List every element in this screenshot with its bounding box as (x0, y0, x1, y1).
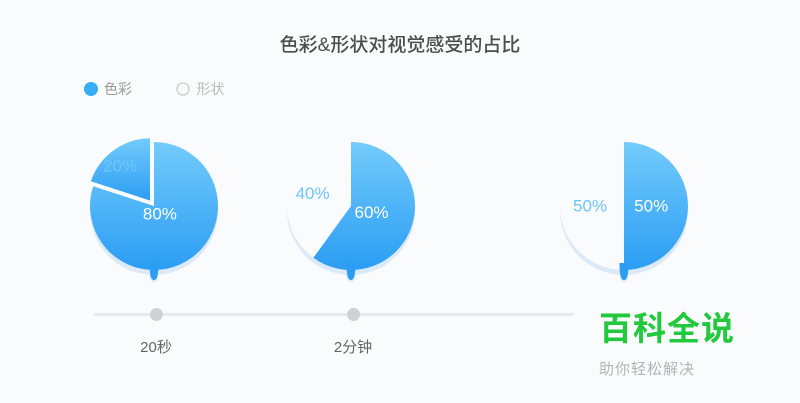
svg-text:20%: 20% (103, 157, 137, 176)
svg-text:40%: 40% (296, 184, 330, 203)
svg-text:50%: 50% (573, 197, 607, 216)
svg-text:80%: 80% (143, 205, 177, 224)
svg-text:60%: 60% (354, 203, 388, 222)
svg-text:50%: 50% (634, 197, 668, 216)
